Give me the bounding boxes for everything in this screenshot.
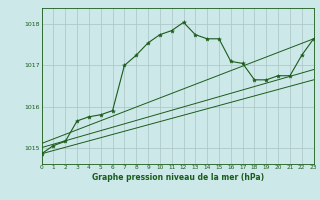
X-axis label: Graphe pression niveau de la mer (hPa): Graphe pression niveau de la mer (hPa) <box>92 173 264 182</box>
